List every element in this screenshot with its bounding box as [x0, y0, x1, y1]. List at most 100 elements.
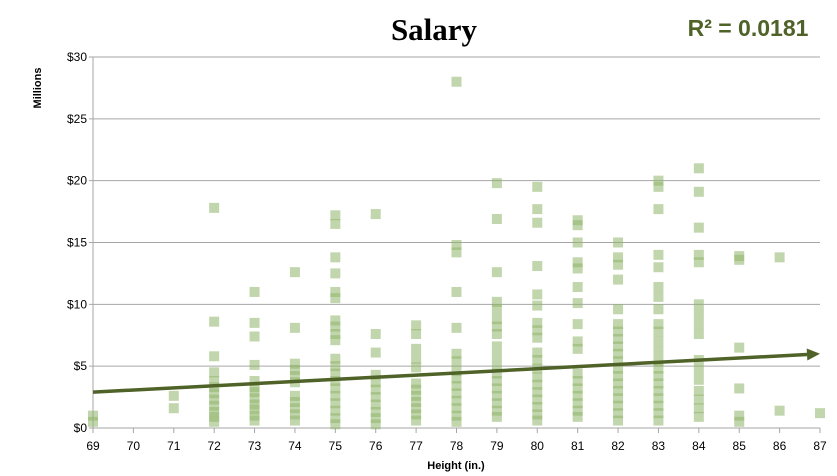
data-point [330, 286, 341, 297]
data-point [491, 390, 502, 401]
data-point [330, 368, 341, 379]
data-point [370, 377, 381, 388]
x-tick-labels: 69 70 71 72 73 74 75 76 77 78 79 80 81 82 83 84 85 86 87 [86, 439, 827, 453]
data-point [613, 363, 624, 374]
data-point [532, 217, 543, 228]
data-point [572, 319, 583, 330]
data-point [653, 282, 664, 293]
data-point [613, 319, 624, 330]
data-point [451, 380, 462, 391]
data-point [532, 332, 543, 343]
data-point [491, 341, 502, 352]
data-point [370, 392, 381, 403]
data-point [613, 393, 624, 404]
data-point [411, 415, 422, 426]
data-point [451, 239, 462, 250]
data-point [613, 259, 624, 270]
data-point [209, 400, 220, 411]
data-point [491, 376, 502, 387]
data-point [653, 304, 664, 315]
data-point [693, 257, 704, 268]
data-point [451, 286, 462, 297]
data-point [451, 356, 462, 367]
data-point [370, 406, 381, 417]
data-point [209, 394, 220, 405]
data-point [330, 405, 341, 416]
data-point [734, 254, 745, 265]
data-point [653, 378, 664, 389]
data-point [653, 336, 664, 347]
data-point [613, 385, 624, 396]
data-point [572, 336, 583, 347]
data-point [88, 410, 98, 421]
data-point [209, 388, 220, 399]
data-point [330, 268, 341, 279]
y-tick-label: $5 [74, 359, 88, 373]
data-point [209, 416, 220, 427]
data-point [572, 282, 583, 293]
data-point [289, 267, 300, 278]
data-point [653, 400, 664, 411]
data-point [572, 263, 583, 274]
data-point [289, 322, 300, 333]
data-point [693, 374, 704, 385]
x-tick-label: 81 [571, 439, 585, 453]
data-point [249, 286, 260, 297]
data-point [330, 210, 341, 221]
data-point [613, 333, 624, 344]
data-point [613, 237, 624, 248]
data-point [411, 353, 422, 364]
chart-title: Salary [391, 12, 478, 47]
x-tick-label: 79 [490, 439, 504, 453]
y-axis-label: Millions [32, 68, 44, 109]
data-point [532, 372, 543, 383]
data-point [532, 300, 543, 311]
data-point [613, 400, 624, 411]
data-point [693, 309, 704, 320]
data-point [653, 346, 664, 357]
data-point [370, 419, 381, 430]
data-point [249, 393, 260, 404]
data-point [451, 373, 462, 384]
data-point [532, 260, 543, 271]
y-tick-label: $20 [67, 174, 87, 188]
data-point [370, 384, 381, 395]
data-point [330, 218, 341, 229]
data-point [693, 329, 704, 340]
x-tick-label: 87 [813, 439, 827, 453]
data-point [693, 222, 704, 233]
data-point [653, 363, 664, 374]
data-point [209, 367, 220, 378]
data-point [734, 342, 745, 353]
x-tick-label: 80 [531, 439, 545, 453]
data-point [613, 378, 624, 389]
data-point [532, 415, 543, 426]
data-point [491, 267, 502, 278]
data-point [411, 403, 422, 414]
data-point [613, 408, 624, 419]
data-point [572, 383, 583, 394]
data-point [653, 204, 664, 215]
x-tick-label: 85 [733, 439, 747, 453]
x-tick-label: 84 [692, 439, 706, 453]
data-point [491, 351, 502, 362]
data-point [370, 209, 381, 220]
x-tick-label: 72 [207, 439, 221, 453]
data-point [451, 76, 462, 87]
data-point [411, 329, 422, 340]
data-point [532, 325, 543, 336]
x-tick-label: 83 [652, 439, 666, 453]
data-point [451, 403, 462, 414]
x-tick-label: 70 [127, 439, 141, 453]
data-point [370, 399, 381, 410]
data-point [532, 401, 543, 412]
data-point [370, 369, 381, 380]
data-point [289, 390, 300, 401]
data-point [411, 409, 422, 420]
data-point [451, 247, 462, 258]
data-point [491, 178, 502, 189]
data-point [532, 387, 543, 398]
data-point [572, 237, 583, 248]
data-point [209, 376, 220, 387]
